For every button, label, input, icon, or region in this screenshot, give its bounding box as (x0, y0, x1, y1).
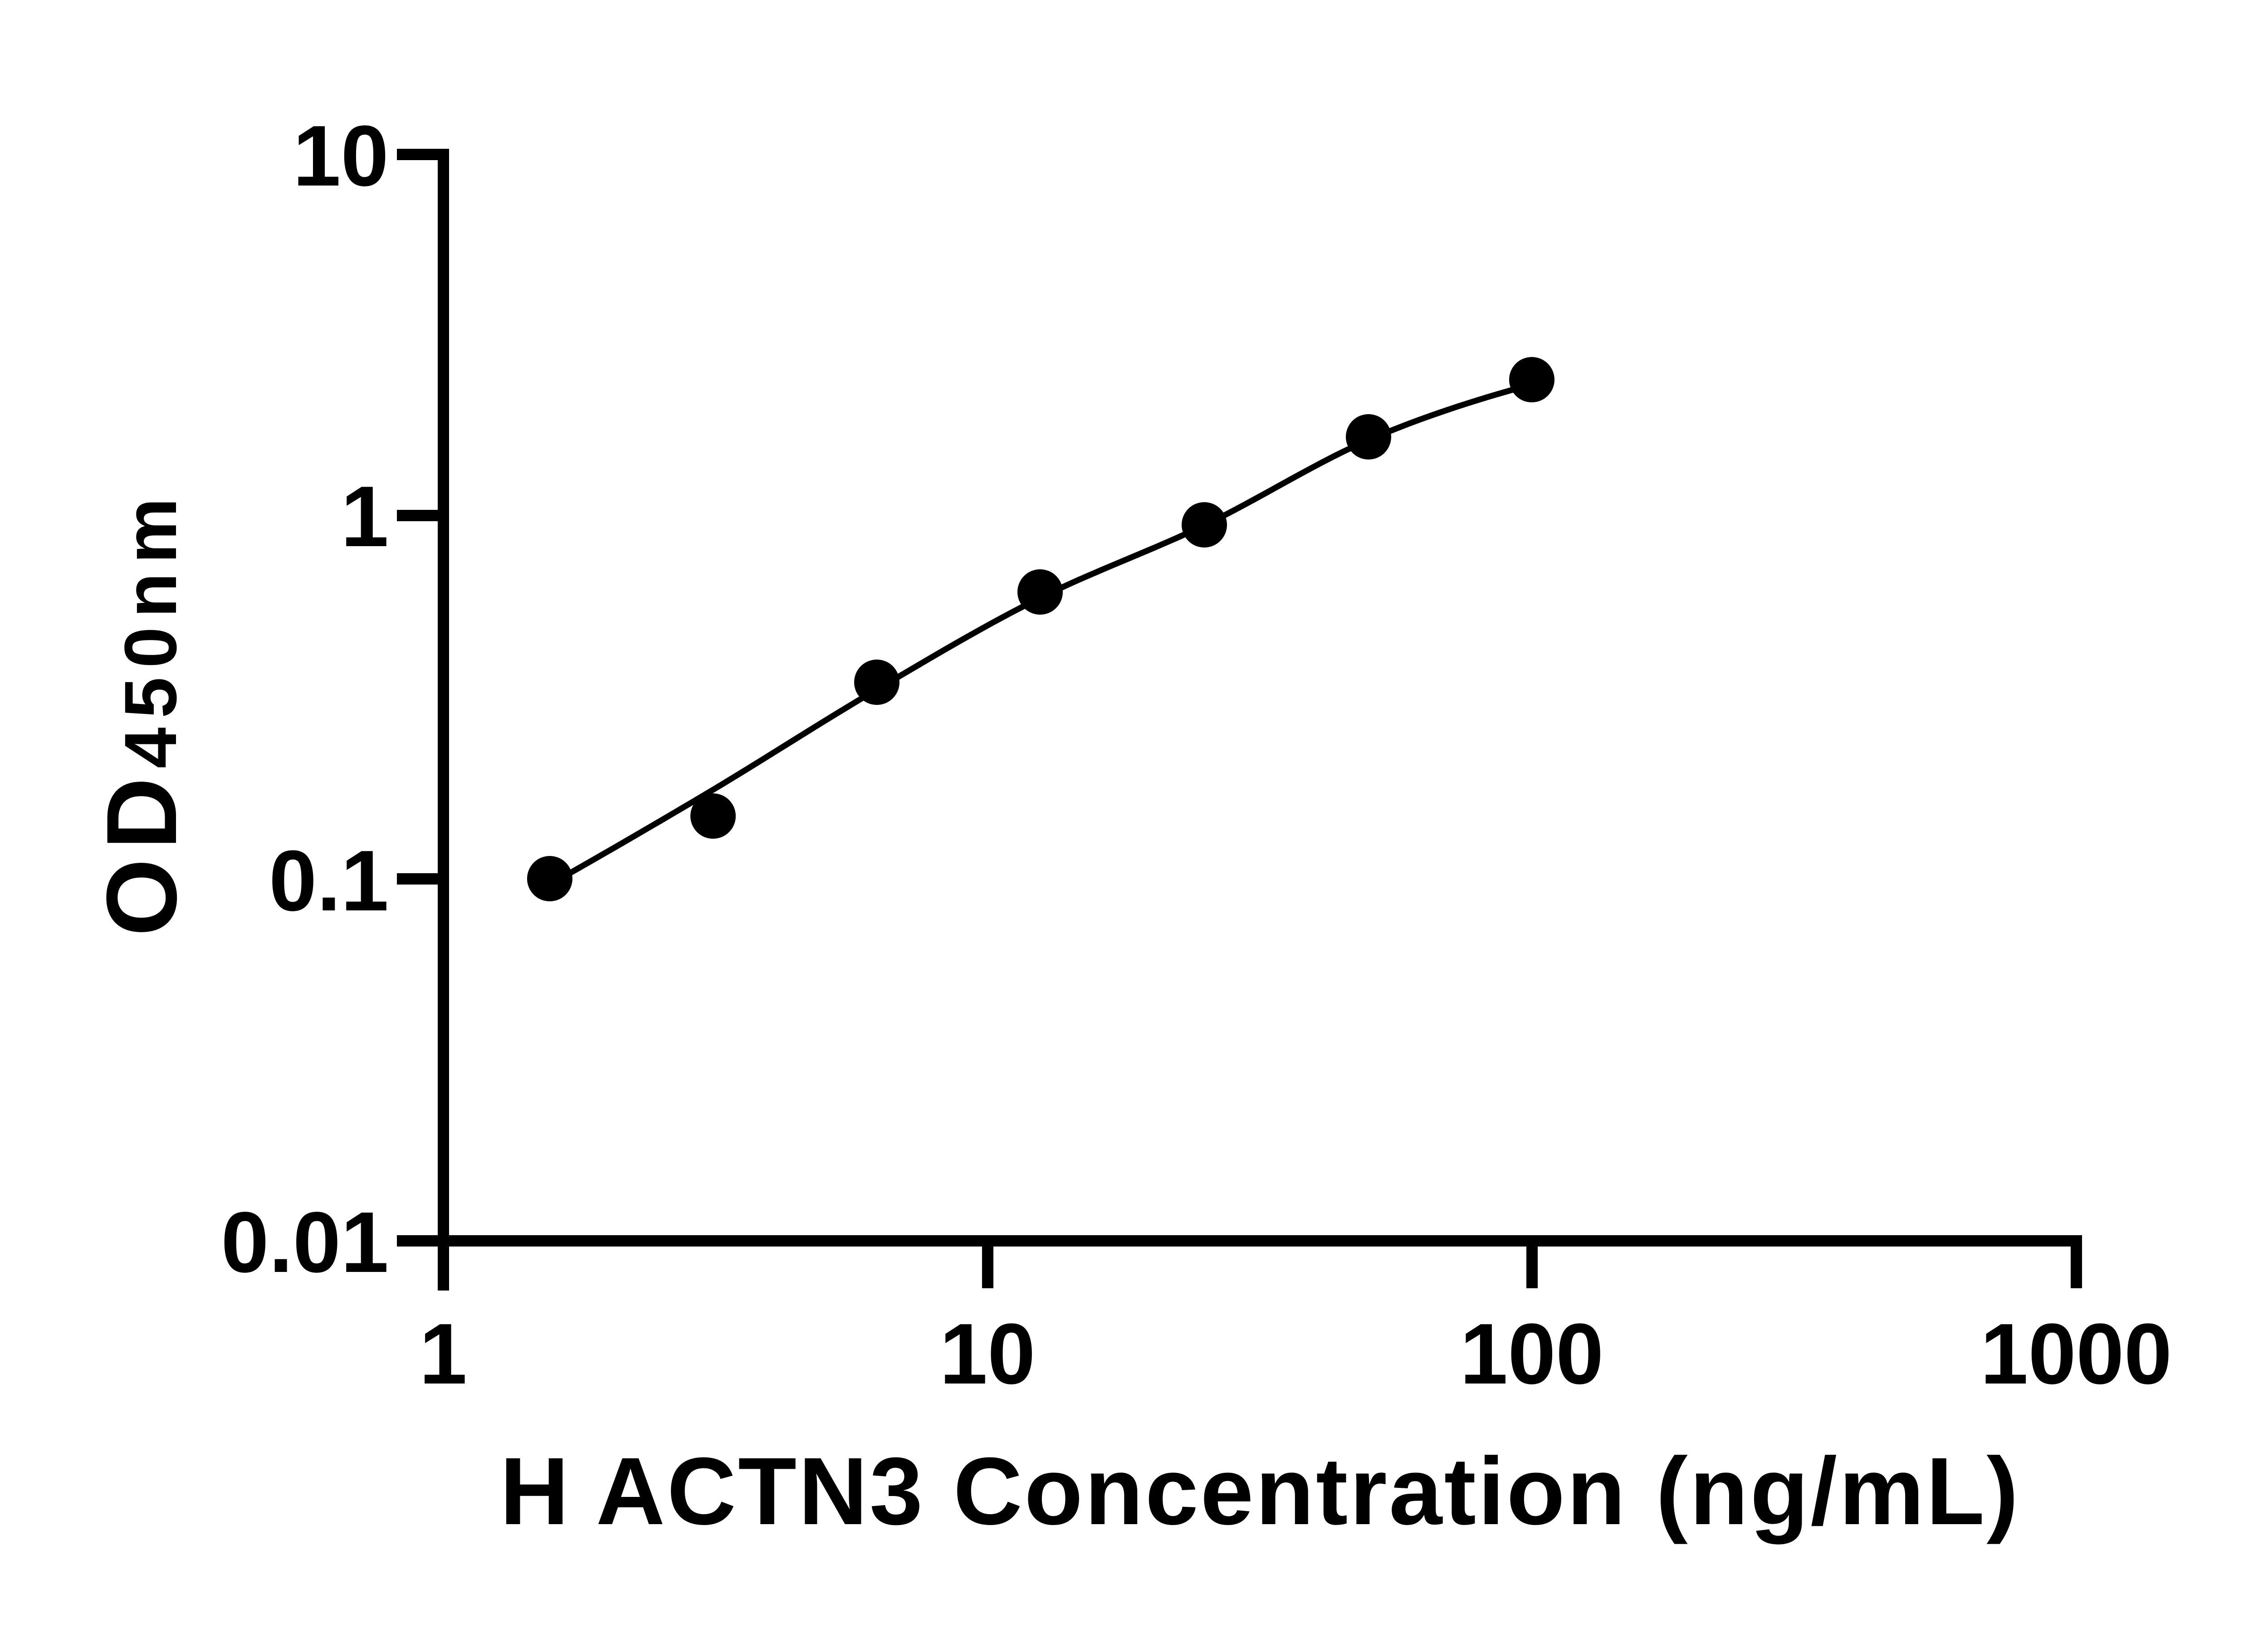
svg-text:OD450nm: OD450nm (86, 489, 197, 936)
svg-text:10: 10 (293, 108, 389, 204)
svg-text:H ACTN3 Concentration (ng/mL): H ACTN3 Concentration (ng/mL) (500, 1437, 2020, 1545)
svg-text:10: 10 (939, 1306, 1035, 1402)
svg-text:1: 1 (419, 1306, 467, 1402)
svg-text:0.01: 0.01 (221, 1194, 389, 1291)
svg-text:100: 100 (1460, 1306, 1603, 1402)
svg-text:1: 1 (341, 469, 389, 565)
svg-text:0.1: 0.1 (269, 833, 389, 929)
svg-text:1000: 1000 (1980, 1306, 2172, 1402)
